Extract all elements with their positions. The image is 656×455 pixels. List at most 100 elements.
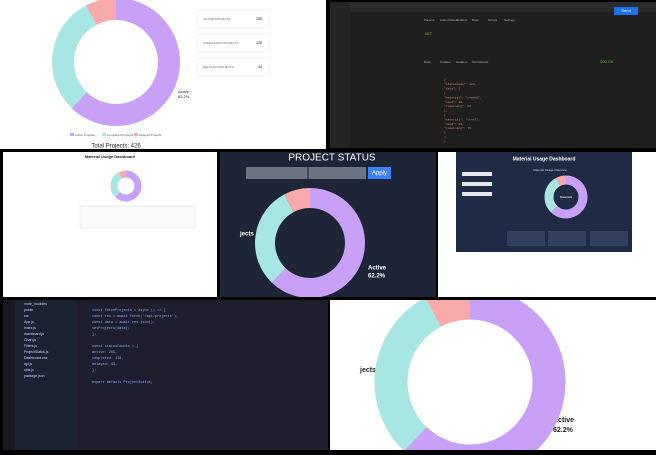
legend-label: Delayed Projects — [139, 133, 162, 137]
file-name: utils.js — [24, 368, 34, 372]
select[interactable] — [462, 172, 492, 176]
request-tab: Headers — [456, 18, 468, 22]
donut — [110, 170, 142, 202]
code-line: const fetchProjects = async () => { — [92, 308, 166, 313]
donut-segment — [115, 170, 142, 202]
tile-api-client — [330, 2, 656, 148]
code-line: { — [444, 91, 446, 95]
dark-center: Materials — [560, 195, 573, 199]
code-line: "remaining": 75 — [444, 126, 471, 130]
apply-label: Apply — [372, 171, 387, 177]
active-percent: 62.2% — [368, 274, 386, 280]
top-bar — [330, 2, 656, 12]
request-tab: Scripts — [488, 18, 498, 22]
code-line: setProjects(data); — [92, 326, 130, 331]
donut-segment — [555, 175, 567, 187]
file-name: index.js — [24, 326, 36, 330]
partial-label: jects — [239, 232, 254, 238]
activity-bar — [3, 300, 15, 450]
card-value: 265 — [256, 17, 262, 21]
request-tab: Params — [424, 18, 435, 22]
donut-segment — [404, 300, 566, 450]
code-line: const data = await res.json(); — [92, 320, 155, 325]
legend-swatch — [70, 133, 74, 136]
donut-segment — [118, 170, 127, 179]
file-name: Dashboard.css — [24, 356, 48, 360]
dark-chart-title: Material Usage Overview — [533, 168, 567, 172]
explorer — [15, 300, 77, 450]
stat-card — [197, 9, 271, 29]
code-line: completed: 128, — [92, 356, 124, 361]
response-tab: Cookies — [440, 60, 451, 64]
status: 200 OK — [600, 59, 614, 64]
legend-label: Active Projects — [75, 133, 95, 137]
request-tab: Authorization — [440, 18, 458, 22]
request-tab: Settings — [504, 18, 515, 22]
filter-input[interactable] — [246, 167, 366, 179]
code-line: { — [444, 78, 446, 82]
stat-card — [507, 231, 545, 246]
code-line: "data": [ — [444, 87, 460, 91]
code-line: }, — [444, 109, 448, 113]
active-label: Active — [553, 417, 574, 424]
code-line: } — [444, 139, 446, 143]
apply-button[interactable] — [368, 167, 391, 179]
active-percent: 62.2% — [553, 427, 574, 434]
code-line: }; — [92, 368, 96, 373]
donut-segment — [110, 172, 123, 198]
card-label: DELAYED PROJECTS — [203, 65, 234, 69]
donut — [374, 300, 566, 450]
stat-card — [590, 231, 628, 246]
select[interactable] — [462, 192, 492, 196]
send-button[interactable] — [614, 7, 638, 15]
summary-panel — [79, 205, 196, 229]
card-label: ACTIVE PROJECTS — [203, 17, 231, 21]
select[interactable] — [462, 182, 492, 186]
code-line: ] — [444, 135, 446, 139]
donut-segment — [86, 0, 117, 26]
stat-card — [197, 33, 271, 53]
donut — [544, 175, 588, 219]
file-name: App.js — [24, 320, 34, 324]
legend-swatch — [102, 133, 106, 136]
code-line: "material": "cement", — [444, 95, 482, 99]
code-line: "used": 25, — [444, 122, 464, 126]
code-line: "material": "steel", — [444, 117, 480, 121]
card-value: 33 — [258, 65, 262, 69]
partial-label: jects — [359, 367, 376, 374]
file-name: dashboard.js — [24, 332, 44, 336]
dashboard-title: Material Usage Dashboard — [85, 154, 136, 159]
response-tab: Body — [424, 60, 431, 64]
donut-segment — [271, 188, 365, 297]
donut-segment — [544, 177, 561, 213]
legend-label: Completed Projects — [107, 133, 134, 137]
donut-segment — [284, 188, 311, 213]
code-line: { — [444, 113, 446, 117]
file-name: src — [24, 314, 29, 318]
card-value: 128 — [256, 41, 262, 45]
code-line: "statusCode": 200, — [444, 82, 477, 86]
legend-swatch — [134, 133, 138, 136]
file-name: Filters.js — [24, 344, 37, 348]
response-tab: Headers — [456, 60, 468, 64]
donut — [52, 0, 180, 126]
code-line: "remaining": 60 — [444, 104, 471, 108]
file-name: node_modules — [24, 302, 47, 306]
sidebar — [330, 2, 350, 148]
stat-card — [548, 231, 586, 246]
file-name: package.json — [24, 374, 45, 378]
file-name: api.js — [24, 362, 32, 366]
active-percent: 62.2% — [178, 94, 190, 99]
code-line: const res = await fetch('/api/projects')… — [92, 314, 178, 319]
donut — [255, 188, 365, 297]
code-line: const statusCounts = { — [92, 344, 138, 349]
file-name: public — [24, 308, 33, 312]
active-label: Active — [178, 89, 190, 94]
card-label: COMPLETED PROJECTS — [203, 41, 239, 45]
code-line: delayed: 33, — [92, 362, 117, 367]
status-title: PROJECT STATUS — [288, 153, 376, 164]
code-line: export default ProjectStatus; — [92, 380, 153, 385]
active-label: Active — [368, 266, 387, 272]
